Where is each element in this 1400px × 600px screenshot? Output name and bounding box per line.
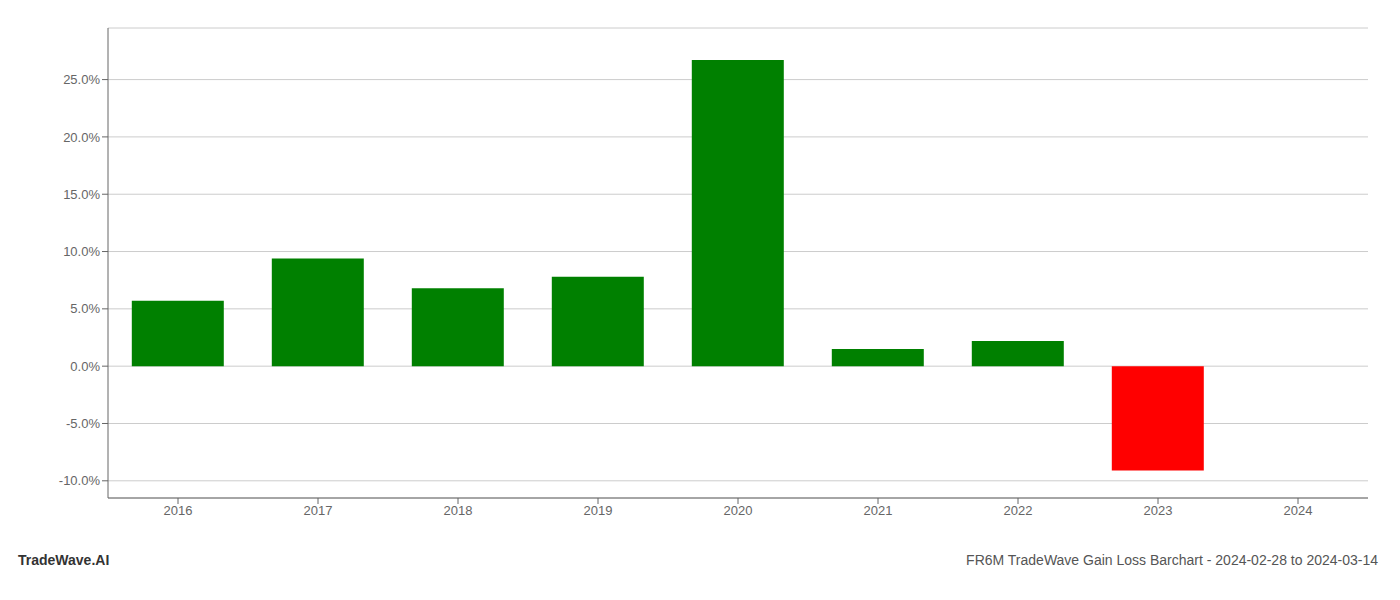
svg-text:2018: 2018 [444, 503, 473, 518]
svg-text:2021: 2021 [864, 503, 893, 518]
svg-text:20.0%: 20.0% [63, 130, 100, 145]
svg-text:-5.0%: -5.0% [66, 416, 100, 431]
svg-text:2024: 2024 [1284, 503, 1313, 518]
svg-text:2016: 2016 [164, 503, 193, 518]
svg-text:2019: 2019 [584, 503, 613, 518]
svg-text:2023: 2023 [1144, 503, 1173, 518]
svg-text:10.0%: 10.0% [63, 244, 100, 259]
html-text:FR6M TradeWave Gain Loss Barch: FR6M TradeWave Gain Loss Barchart - 2024… [966, 552, 1378, 568]
svg-text:5.0%: 5.0% [70, 301, 100, 316]
html-text:TradeWave.AI: TradeWave.AI [18, 552, 110, 568]
svg-text:25.0%: 25.0% [63, 72, 100, 87]
svg-text:-10.0%: -10.0% [59, 473, 101, 488]
svg-text:2022: 2022 [1004, 503, 1033, 518]
svg-text:2017: 2017 [304, 503, 333, 518]
svg-text:15.0%: 15.0% [63, 187, 100, 202]
svg-text:2020: 2020 [724, 503, 753, 518]
svg-text:0.0%: 0.0% [70, 359, 100, 374]
